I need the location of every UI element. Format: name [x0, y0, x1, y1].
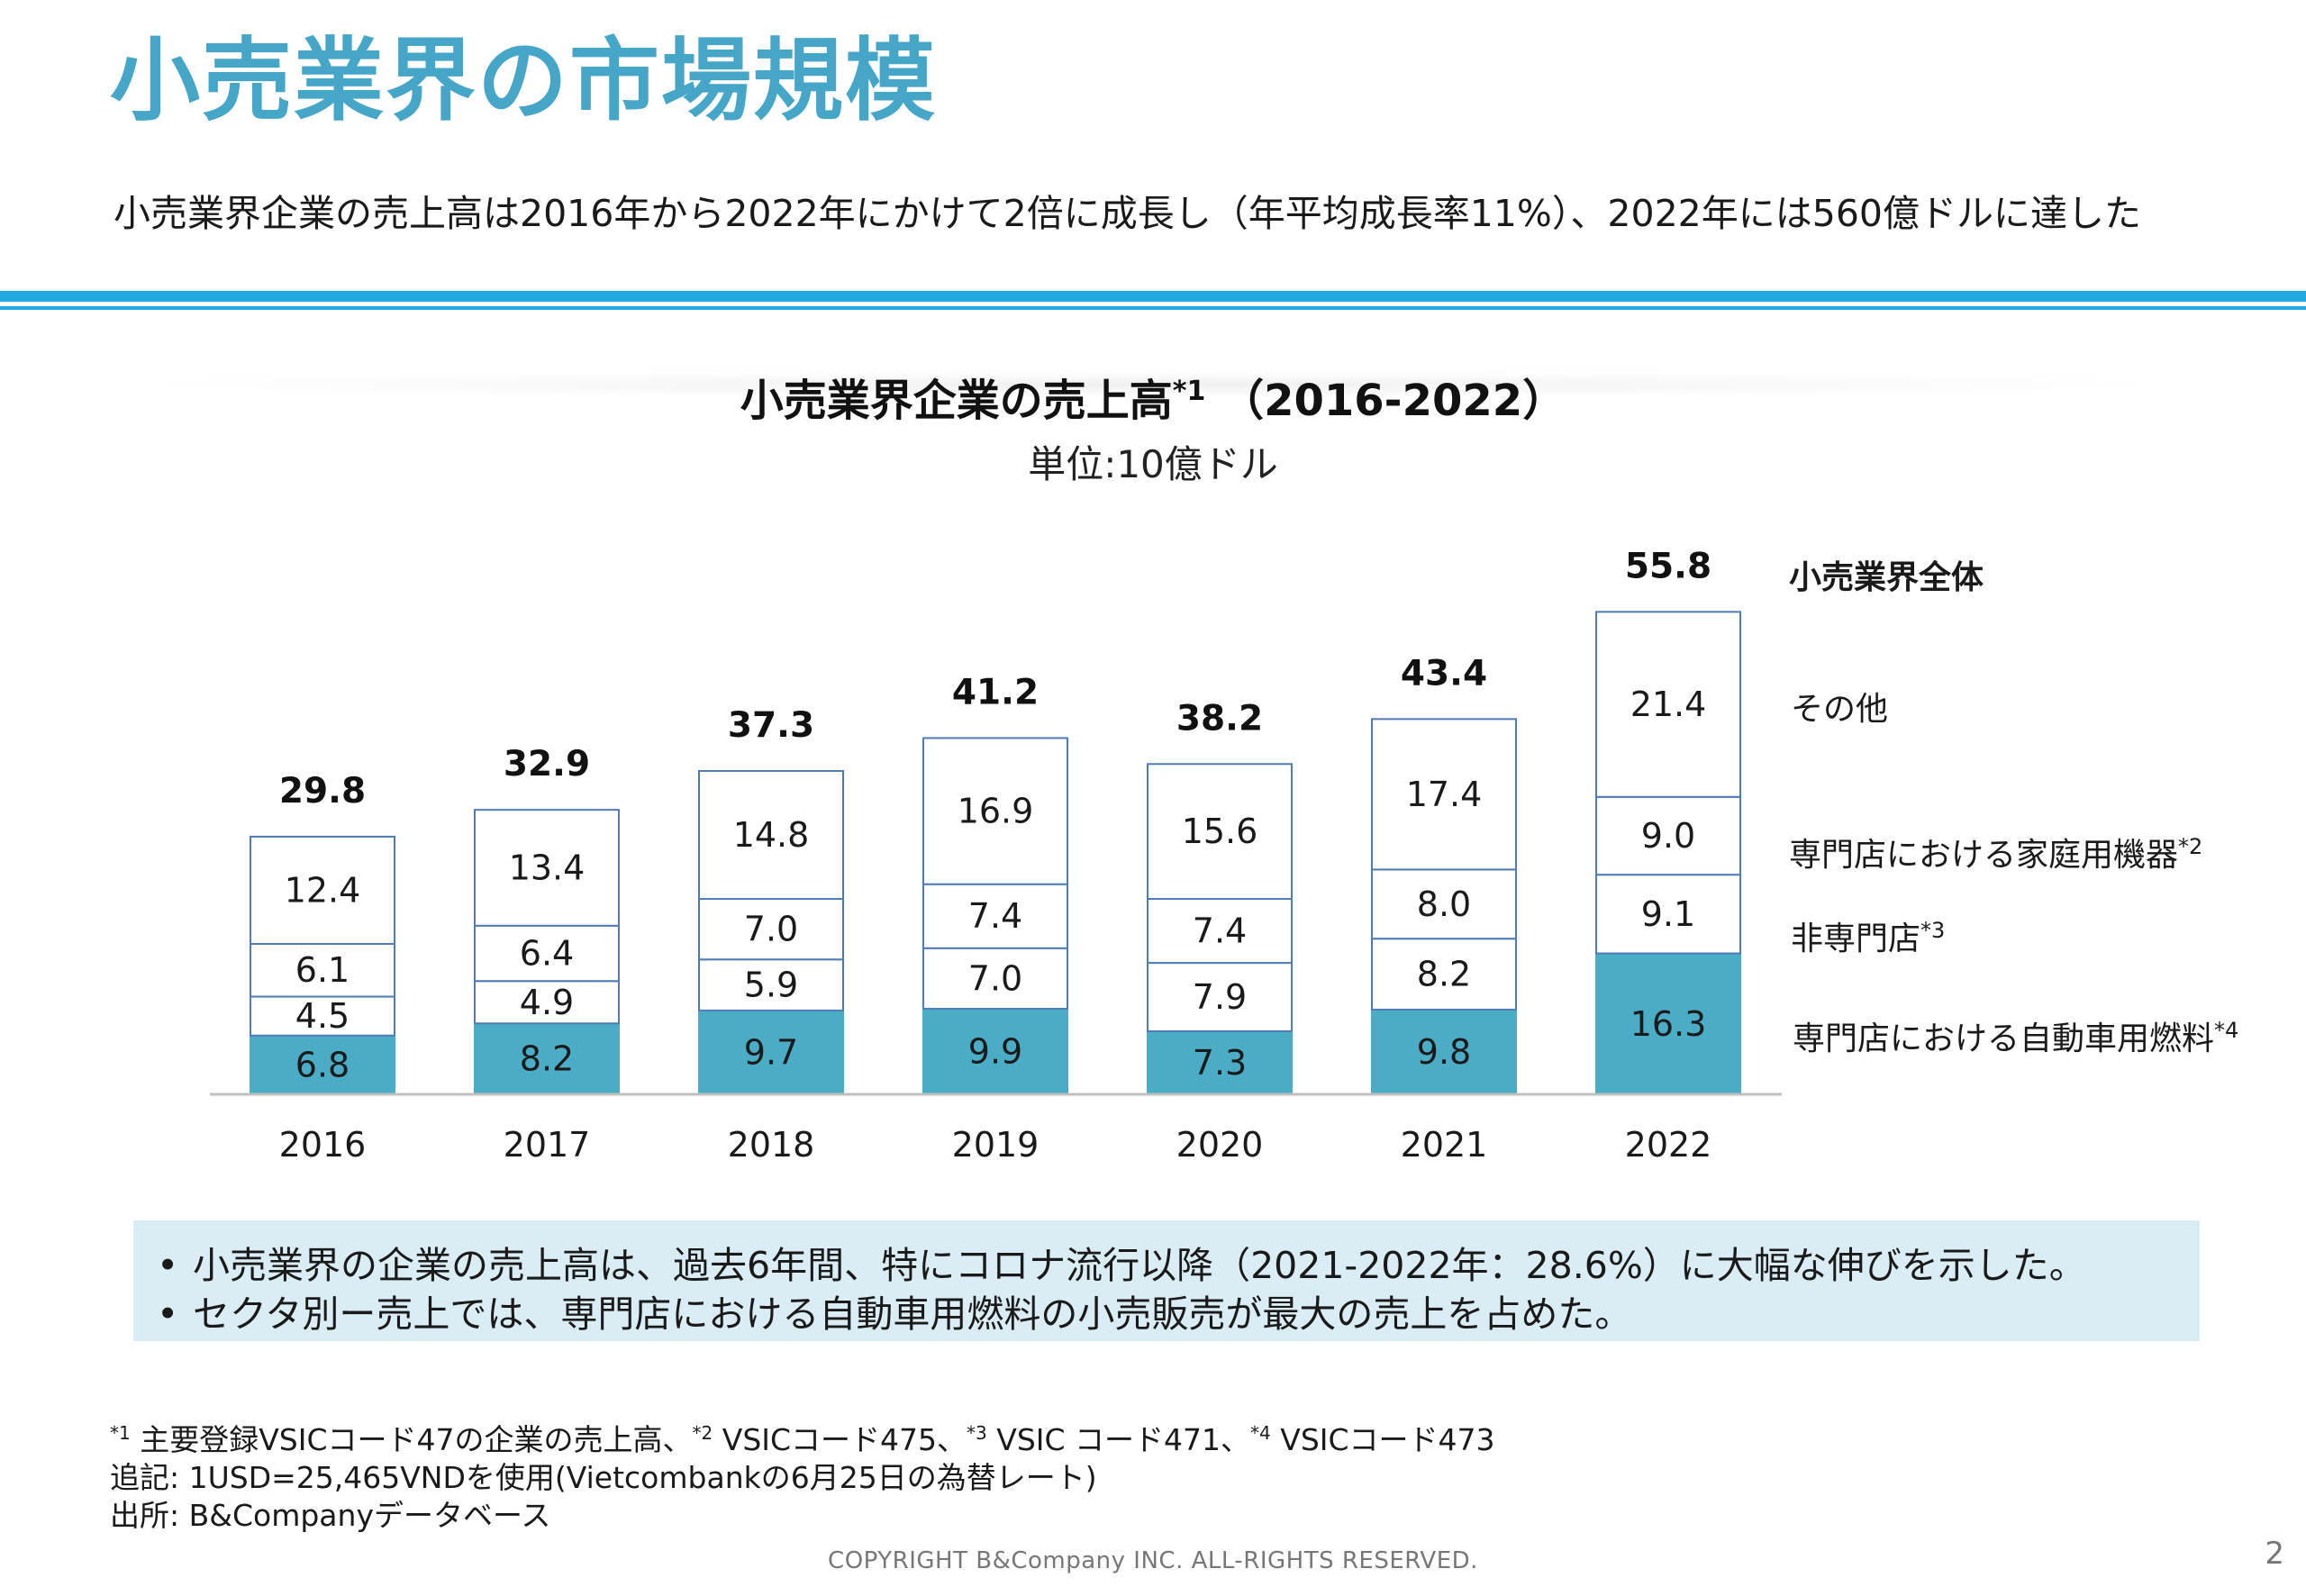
segment-value-label: 7.9	[1193, 977, 1247, 1017]
bar-segment-2021-s0	[1371, 1008, 1517, 1096]
x-axis-tick-label: 2019	[952, 1125, 1040, 1165]
bar-segment-2017-s0	[474, 1022, 620, 1096]
legend-fuel-label: 専門店における自動車用燃料*4	[1793, 1018, 2239, 1057]
bar-segment-2020-s3	[1147, 763, 1293, 901]
segment-value-label: 17.4	[1406, 775, 1483, 814]
bar-segment-2020-s2	[1147, 898, 1293, 965]
total-value-label: 32.9	[504, 744, 590, 784]
slide-title: 小売業界の市場規模	[110, 28, 937, 133]
segment-value-label: 4.5	[295, 996, 350, 1036]
segment-value-label: 7.0	[968, 958, 1022, 998]
bar-segment-2019-s2	[922, 883, 1068, 949]
page-number: 2	[2265, 1536, 2284, 1572]
segment-value-label: 9.8	[1417, 1032, 1471, 1072]
total-value-label: 43.4	[1401, 653, 1487, 694]
key-findings-box: • 小売業界の企業の売上高は、過去6年間、特にコロナ流行以降（2021-2022年…	[133, 1220, 2200, 1341]
total-value-label: 55.8	[1625, 546, 1711, 586]
x-axis-tick-label: 2016	[279, 1125, 367, 1165]
bar-segment-2018-s0	[698, 1009, 844, 1096]
segment-value-label: 6.8	[295, 1045, 350, 1084]
legend-nonspecialty-label: 非専門店*3	[1791, 918, 1946, 957]
segment-value-label: 7.4	[968, 896, 1022, 936]
segment-value-label: 6.4	[520, 934, 574, 974]
segment-value-label: 16.3	[1630, 1004, 1707, 1044]
segment-value-label: 8.2	[1417, 955, 1471, 994]
bar-segment-2021-s1	[1371, 938, 1517, 1011]
chart-title-text: 小売業界企業の売上高	[740, 376, 1173, 426]
total-value-label: 38.2	[1176, 698, 1263, 739]
total-value-label: 29.8	[279, 771, 366, 812]
bar-segment-2019-s0	[922, 1007, 1068, 1095]
bar-segment-2018-s3	[698, 769, 844, 901]
bar-segment-2022-s3	[1595, 611, 1741, 798]
copyright-notice: COPYRIGHT B&Company INC. ALL-RIGHTS RESE…	[828, 1547, 1478, 1574]
segment-value-label: 21.4	[1630, 685, 1707, 724]
key-finding-2: • セクタ別ー売上では、専門店における自動車用燃料の小売販売が最大の売上を占めた。	[157, 1292, 1632, 1336]
footnote-line-1: *1 主要登録VSICコード47の企業の売上高、*2 VSICコード475、*3…	[110, 1422, 1495, 1457]
segment-value-label: 5.9	[744, 966, 798, 1005]
bar-segment-2017-s3	[474, 809, 620, 927]
bar-segment-2016-s1	[250, 995, 395, 1037]
chart-unit: 単位:10億ドル	[1028, 442, 1278, 486]
legend-total-label: 小売業界全体	[1789, 559, 1984, 596]
segment-value-label: 12.4	[285, 870, 361, 910]
segment-value-label: 9.7	[744, 1032, 798, 1072]
bar-segment-2016-s3	[250, 835, 395, 945]
bar-segment-2022-s1	[1595, 874, 1741, 955]
chart-title-footnote-mark: *1	[1172, 376, 1206, 407]
footnote-line-2: 追記: 1USD=25,465VNDを使用(Vietcombankの6月25日の…	[110, 1460, 1097, 1495]
x-axis-tick-label: 2022	[1625, 1125, 1712, 1165]
key-finding-1: • 小売業界の企業の売上高は、過去6年間、特にコロナ流行以降（2021-2022年…	[157, 1244, 2086, 1287]
segment-value-label: 9.9	[968, 1031, 1022, 1071]
segment-value-label: 8.0	[1417, 884, 1471, 924]
segment-value-label: 15.6	[1182, 812, 1258, 851]
segment-value-label: 4.9	[520, 983, 574, 1022]
total-value-label: 41.2	[952, 672, 1039, 712]
segment-value-label: 7.3	[1193, 1043, 1247, 1083]
bar-segment-2018-s1	[698, 958, 844, 1011]
bar-segment-2019-s1	[922, 947, 1068, 1010]
x-axis-tick-label: 2020	[1176, 1125, 1264, 1165]
bar-segment-2018-s2	[698, 898, 844, 961]
slide-summary: 小売業界企業の売上高は2016年から2022年にかけて2倍に成長し（年平均成長率…	[113, 192, 2141, 235]
segment-value-label: 6.1	[295, 950, 350, 990]
segment-value-label: 7.0	[744, 910, 798, 949]
legend-other-label: その他	[1791, 691, 1889, 728]
segment-value-label: 8.2	[520, 1039, 574, 1079]
header-divider-thick	[0, 291, 2306, 302]
x-axis-tick-label: 2017	[504, 1125, 591, 1165]
x-axis-tick-label: 2018	[728, 1125, 815, 1165]
footnote-line-3: 出所: B&Companyデータベース	[110, 1498, 551, 1533]
chart-title-period: （2016-2022）	[1221, 376, 1566, 426]
bar-segment-2021-s3	[1371, 718, 1517, 871]
segment-value-label: 16.9	[958, 792, 1034, 831]
stacked-bar-chart: 6.8 4.5 6.1 12.4 29.8 2016 8.2 4.9 6.4 13.4 32.9 20…	[210, 546, 1782, 1165]
chart-title: 小売業界企業の売上高*1 （2016-2022）	[0, 365, 2306, 428]
footnotes: *1 主要登録VSICコード47の企業の売上高、*2 VSICコード475、*3…	[110, 1414, 1495, 1535]
segment-value-label: 9.0	[1641, 816, 1695, 856]
x-axis-tick-label: 2021	[1401, 1125, 1488, 1165]
segment-value-label: 9.1	[1641, 894, 1695, 934]
bar-segment-2022-s0	[1595, 952, 1741, 1096]
bar-segment-2016-s0	[250, 1034, 395, 1095]
chart-title-shadow	[117, 371, 2189, 398]
segment-value-label: 14.8	[733, 815, 810, 855]
segment-value-label: 13.4	[509, 848, 586, 887]
bar-segment-2022-s2	[1595, 795, 1741, 876]
bar-segment-2016-s2	[250, 942, 395, 998]
header-divider-thin	[0, 306, 2306, 310]
segment-value-label: 7.4	[1193, 911, 1247, 951]
total-value-label: 37.3	[728, 705, 814, 746]
bar-segment-2017-s1	[474, 980, 620, 1025]
bar-segment-2021-s2	[1371, 868, 1517, 940]
legend-appliance-label: 専門店における家庭用機器*2	[1789, 834, 2203, 874]
bar-segment-2019-s3	[922, 737, 1068, 885]
